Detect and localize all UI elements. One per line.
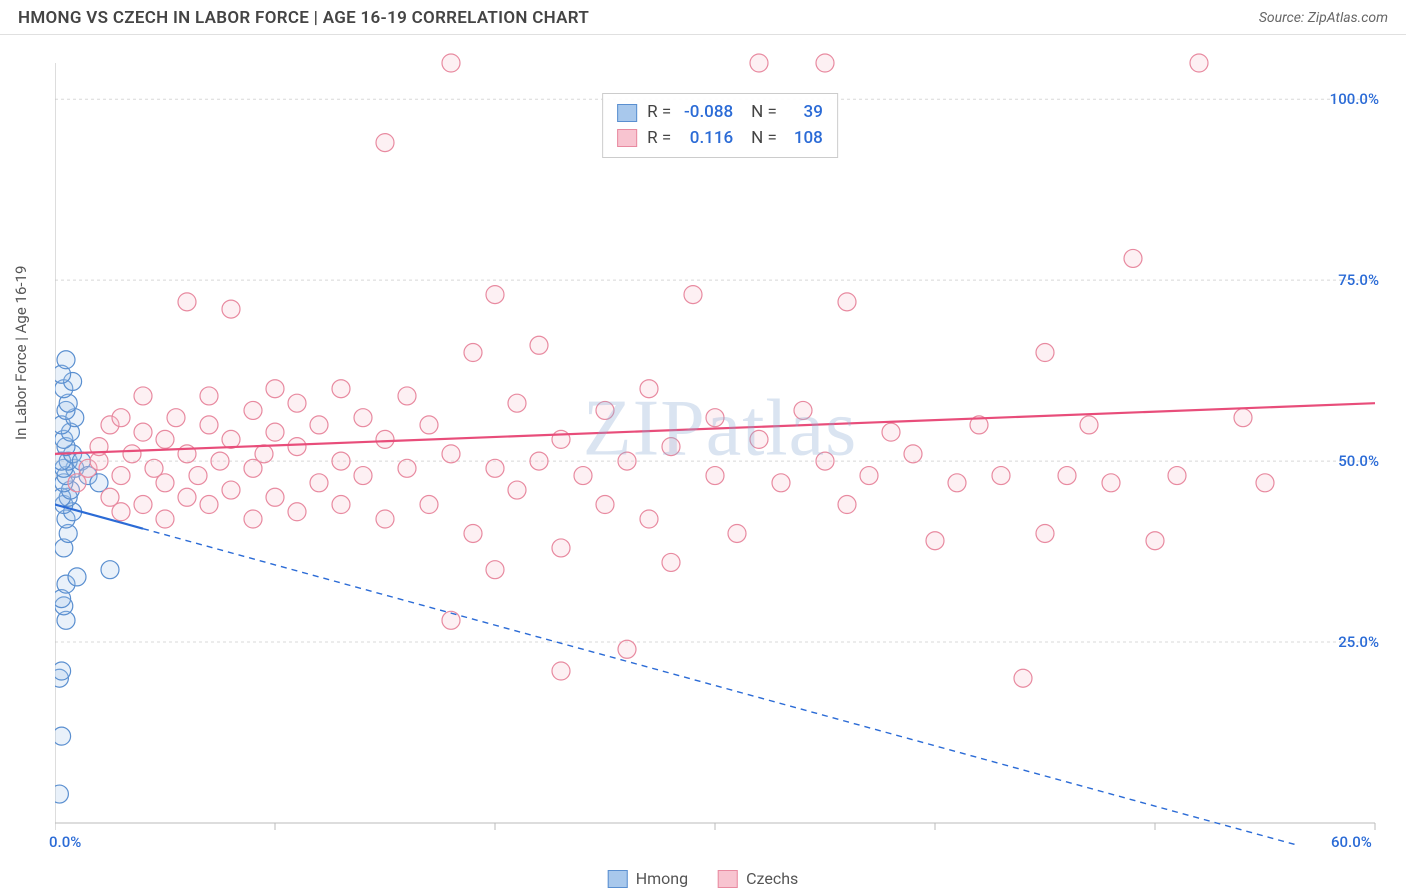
scatter-chart [55,45,1385,845]
n-value: 108 [787,126,823,152]
source-attribution: Source: ZipAtlas.com [1259,10,1388,26]
bottom-legend: Hmong Czechs [608,869,799,888]
legend-item: Hmong [608,869,688,888]
r-value: 0.116 [681,126,733,152]
y-axis-label: In Labor Force | Age 16-19 [12,266,30,440]
header-bar: HMONG VS CZECH IN LABOR FORCE | AGE 16-1… [0,0,1406,35]
stats-row: R = -0.088 N = 39 [617,100,823,126]
r-label: R = [647,126,671,152]
stats-row: R = 0.116 N = 108 [617,126,823,152]
y-tick-50-label: 50.0% [1338,452,1379,470]
y-tick-25-label: 25.0% [1338,633,1379,651]
x-axis-max-label: 60.0% [1331,833,1372,851]
r-value: -0.088 [681,100,733,126]
y-tick-100-label: 100.0% [1330,90,1379,108]
r-label: R = [647,100,671,126]
source-name: ZipAtlas.com [1308,10,1388,26]
legend-swatch [608,870,628,888]
source-prefix: Source: [1259,10,1308,26]
series-swatch [617,104,637,122]
n-label: N = [751,126,777,152]
legend-item: Czechs [718,869,798,888]
n-label: N = [751,100,777,126]
stats-legend-box: R = -0.088 N = 39 R = 0.116 N = 108 [602,93,838,158]
legend-swatch [718,870,738,888]
x-axis-min-label: 0.0% [49,833,81,851]
y-tick-75-label: 75.0% [1338,271,1379,289]
series-swatch [617,129,637,147]
chart-area: ZIPatlas R = -0.088 N = 39 R = 0.116 N =… [55,45,1385,845]
page-title: HMONG VS CZECH IN LABOR FORCE | AGE 16-1… [18,8,589,28]
legend-label: Hmong [636,869,688,888]
n-value: 39 [787,100,823,126]
legend-label: Czechs [746,869,798,888]
